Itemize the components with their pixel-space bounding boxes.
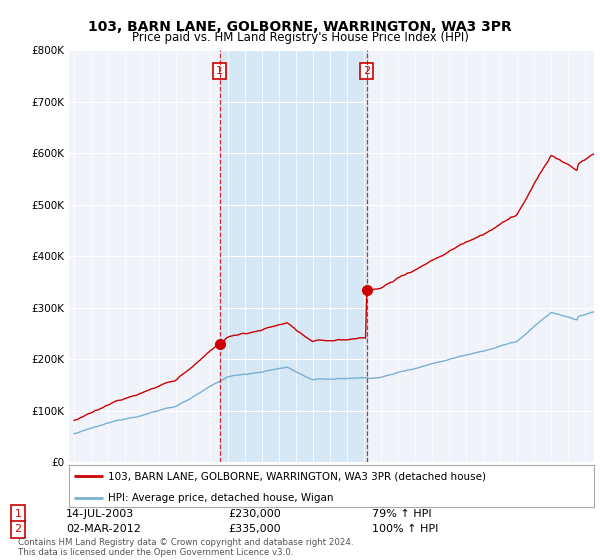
Text: 1: 1 — [14, 508, 22, 519]
Bar — [220, 50, 367, 462]
Text: 2: 2 — [363, 66, 370, 76]
Text: 14-JUL-2003: 14-JUL-2003 — [66, 508, 134, 519]
Text: 103, BARN LANE, GOLBORNE, WARRINGTON, WA3 3PR (detached house): 103, BARN LANE, GOLBORNE, WARRINGTON, WA… — [109, 471, 487, 481]
Text: 02-MAR-2012: 02-MAR-2012 — [66, 524, 141, 534]
Text: 1: 1 — [216, 66, 223, 76]
Text: 79% ↑ HPI: 79% ↑ HPI — [372, 508, 431, 519]
Text: £230,000: £230,000 — [228, 508, 281, 519]
Text: HPI: Average price, detached house, Wigan: HPI: Average price, detached house, Wiga… — [109, 493, 334, 502]
Text: Price paid vs. HM Land Registry's House Price Index (HPI): Price paid vs. HM Land Registry's House … — [131, 31, 469, 44]
Text: 100% ↑ HPI: 100% ↑ HPI — [372, 524, 439, 534]
Text: 2: 2 — [14, 524, 22, 534]
Text: 103, BARN LANE, GOLBORNE, WARRINGTON, WA3 3PR: 103, BARN LANE, GOLBORNE, WARRINGTON, WA… — [88, 20, 512, 34]
Text: £335,000: £335,000 — [228, 524, 281, 534]
Text: Contains HM Land Registry data © Crown copyright and database right 2024.
This d: Contains HM Land Registry data © Crown c… — [18, 538, 353, 557]
